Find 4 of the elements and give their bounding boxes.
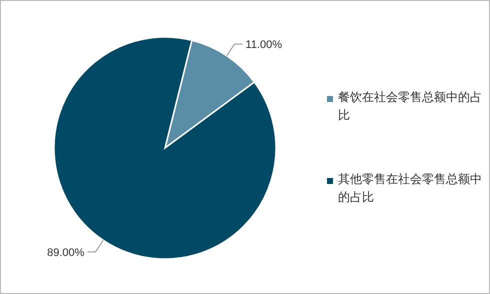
data-label: 89.00%: [47, 246, 85, 259]
data-label: 11.00%: [246, 39, 282, 52]
legend-label: 餐饮在社会零售总额中的占比: [338, 90, 482, 122]
legend-label: 其他零售在社会零售总额中的占比: [338, 172, 482, 204]
